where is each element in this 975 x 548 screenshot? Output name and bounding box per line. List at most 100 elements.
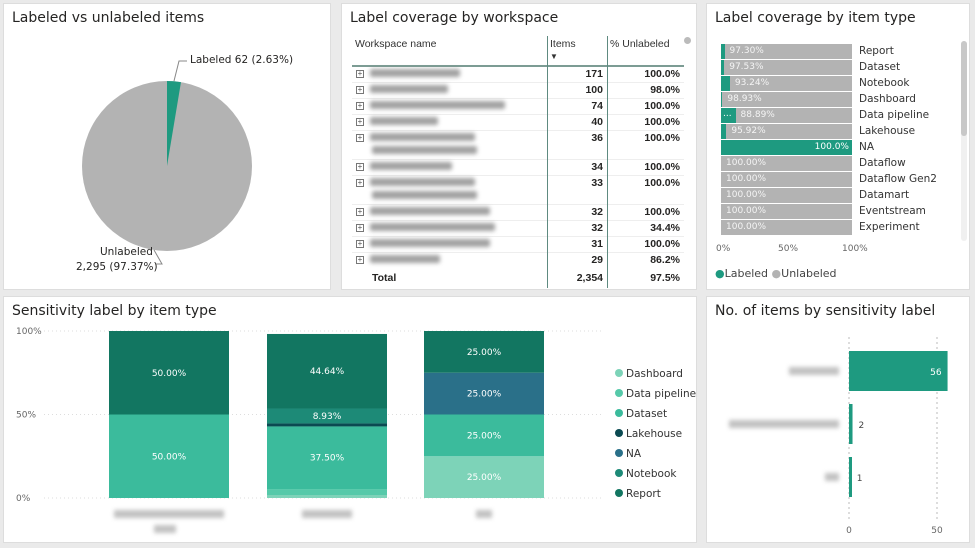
table-row[interactable]: +34 100.0% — [352, 159, 684, 176]
itemtype-row[interactable]: 97.53% Dataset — [707, 60, 957, 75]
unlabeled-bar — [721, 156, 852, 171]
total-row: Total 2,354 97.5% — [352, 270, 684, 288]
bar[interactable] — [849, 457, 852, 497]
itemtype-row[interactable]: 100.00% Dataflow — [707, 156, 957, 171]
itemtype-name: Eventstream — [859, 205, 926, 217]
itemtype-row[interactable]: 100.00% Eventstream — [707, 204, 957, 219]
itemtype-row[interactable]: 88.89%... Data pipeline — [721, 108, 930, 123]
items-cell: 32 — [547, 220, 607, 237]
bar-segment-lakehouse[interactable] — [267, 423, 387, 427]
expand-icon[interactable]: + — [356, 239, 364, 249]
expand-icon[interactable]: + — [356, 178, 364, 188]
col-items[interactable]: Items ▼ — [547, 36, 607, 67]
labeled-bar — [721, 140, 852, 155]
labeled-bar — [721, 44, 725, 59]
workspace-name: + — [352, 236, 547, 253]
items-cell: 32 — [547, 204, 607, 221]
expand-icon[interactable]: + — [356, 133, 364, 143]
col-workspace-name[interactable]: Workspace name — [352, 36, 547, 67]
unlabeled-cell: 100.0% — [607, 114, 684, 131]
expand-icon[interactable]: + — [356, 162, 364, 172]
bar-segment-report[interactable] — [424, 331, 544, 373]
legend-item[interactable]: Notebook — [626, 468, 677, 480]
table-row[interactable]: +33 100.0% — [352, 175, 684, 205]
sensitivity-title: Sensitivity label by item type — [12, 303, 217, 319]
data-label: 50.00% — [152, 452, 187, 462]
legend-item[interactable]: NA — [626, 448, 642, 460]
unlabeled-cell: 100.0% — [607, 66, 684, 83]
itemtype-title: Label coverage by item type — [715, 10, 916, 26]
bar[interactable] — [849, 351, 948, 391]
scrollbar[interactable] — [961, 41, 967, 241]
expand-icon[interactable]: + — [356, 117, 364, 127]
itemtype-row[interactable]: 95.92% Lakehouse — [707, 124, 957, 139]
more-options-dot[interactable] — [684, 37, 691, 44]
unlabeled-bar — [721, 172, 852, 187]
legend-item[interactable]: Dashboard — [626, 368, 683, 380]
labeled-label: Labeled 62 (2.63%) — [190, 54, 294, 66]
legend-marker — [615, 389, 623, 397]
legend-item[interactable]: Dataset — [626, 408, 667, 420]
table-row[interactable]: +74 100.0% — [352, 98, 684, 115]
legend-item[interactable]: Lakehouse — [626, 428, 682, 440]
pie-slice-labeled[interactable] — [167, 81, 181, 166]
itemtype-row[interactable]: 100.00% Experiment — [707, 220, 957, 235]
tick-50: 50% — [778, 244, 799, 254]
bar-segment-dataset[interactable] — [109, 414, 229, 499]
bar-segment-dataset[interactable] — [267, 426, 387, 490]
horizontal-bar-chart: 0 50 56 2 1 — [729, 337, 948, 536]
expand-icon[interactable]: + — [356, 255, 364, 265]
workspace-panel: Label coverage by workspace Workspace na… — [341, 3, 697, 290]
itemtype-row[interactable]: 100.00% Datamart — [707, 188, 957, 203]
table-row[interactable]: +29 86.2% — [352, 252, 684, 268]
table-row[interactable]: +31 100.0% — [352, 236, 684, 253]
itemtype-row[interactable]: 100.00% Dataflow Gen2 — [707, 172, 957, 187]
bar-segment-data-pipeline[interactable] — [267, 489, 387, 496]
y-tick: 50% — [16, 411, 36, 421]
expand-icon[interactable]: + — [356, 223, 364, 233]
legend-marker — [615, 489, 623, 497]
table-row[interactable]: +40 100.0% — [352, 114, 684, 131]
workspace-name: + — [352, 114, 547, 131]
bar-segment-notebook[interactable] — [267, 408, 387, 424]
bar-segment-dashboard[interactable] — [424, 456, 544, 498]
expand-icon[interactable]: + — [356, 85, 364, 95]
expand-icon[interactable]: + — [356, 101, 364, 111]
table-row[interactable]: +32 34.4% — [352, 220, 684, 237]
data-label: 56 — [930, 368, 942, 378]
expand-icon[interactable]: + — [356, 207, 364, 217]
legend-item[interactable]: Data pipeline — [626, 388, 696, 400]
bar-segment-report[interactable] — [267, 333, 387, 409]
itemtype-row[interactable]: 100.0% NA — [707, 140, 957, 155]
items-cell: 100 — [547, 82, 607, 99]
table-row[interactable]: +32 100.0% — [352, 204, 684, 221]
items-cell: 29 — [547, 252, 607, 268]
bar-segment-dashboard[interactable] — [267, 495, 387, 498]
legend-item[interactable]: Report — [626, 488, 661, 500]
col-unlabeled[interactable]: % Unlabeled — [607, 36, 684, 67]
itemtype-row[interactable]: 93.24% Notebook — [707, 76, 957, 91]
table-row[interactable]: +100 98.0% — [352, 82, 684, 99]
bar-segment-report[interactable] — [109, 331, 229, 415]
items-cell: 171 — [547, 66, 607, 83]
bar-segment-dataset[interactable] — [424, 414, 544, 457]
unlabeled-bar — [721, 188, 852, 203]
itemtype-row[interactable]: 98.93% Dashboard — [707, 92, 957, 107]
data-label: 37.50% — [310, 454, 345, 464]
table-row[interactable]: +36 100.0% — [352, 130, 684, 160]
data-label: 8.93% — [313, 412, 342, 422]
category-label-blurred — [825, 473, 839, 481]
unlabeled-cell: 34.4% — [607, 220, 684, 237]
unlabeled-bar — [726, 124, 852, 139]
pie-title: Labeled vs unlabeled items — [12, 10, 205, 26]
stacked-bar-chart: 0% 50% 100% 50.00% 50.00% 37.50% 8.93% 44.64% 25… — [16, 327, 696, 533]
unlabeled-label: Unlabeled — [100, 246, 153, 258]
itemtype-row[interactable]: 97.30% Report — [707, 44, 957, 59]
bar[interactable] — [849, 404, 853, 444]
labeled-bar — [721, 60, 725, 75]
expand-icon[interactable]: + — [356, 69, 364, 79]
bar-segment-na[interactable] — [424, 372, 544, 415]
workspace-name: + — [352, 82, 547, 99]
itemtype-name: Lakehouse — [859, 125, 916, 137]
table-row[interactable]: +171 100.0% — [352, 66, 684, 83]
